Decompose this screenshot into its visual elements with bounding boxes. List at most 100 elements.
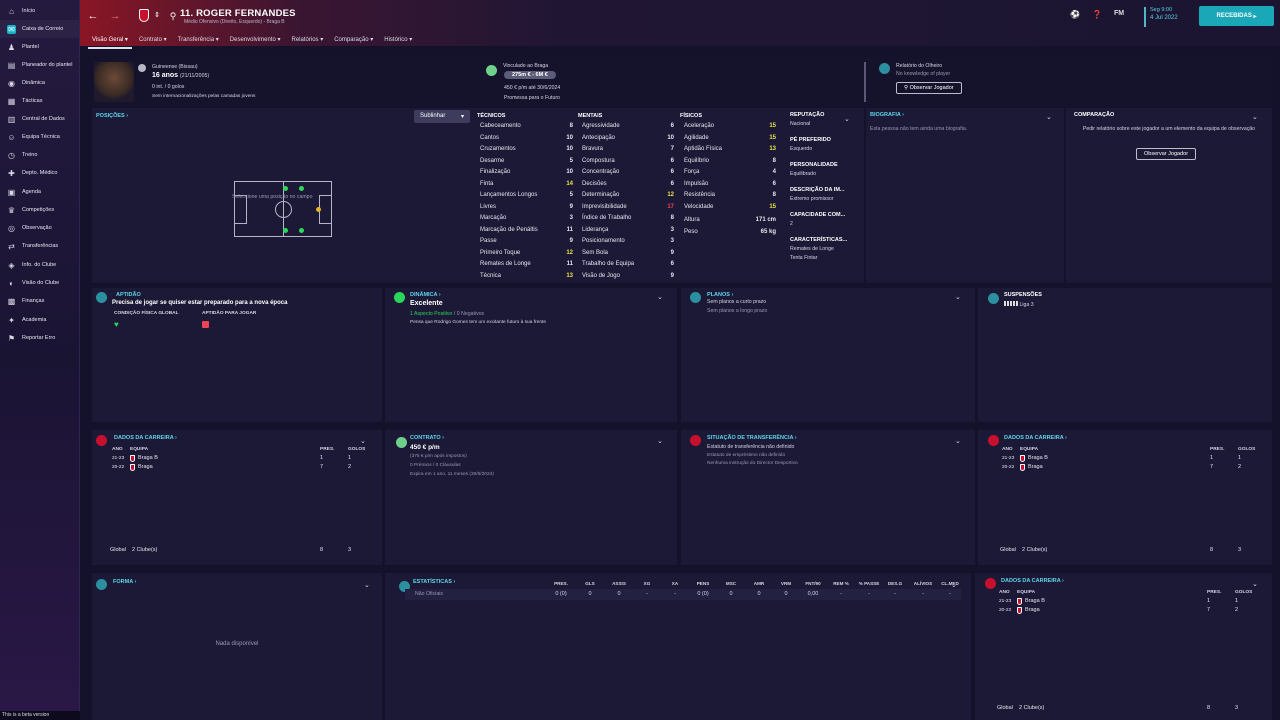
chevron-down-icon[interactable]: ⌄ bbox=[955, 294, 961, 301]
football-icon[interactable]: ⚽ bbox=[1070, 10, 1080, 19]
sidebar-item[interactable]: ♟ Plantel bbox=[0, 38, 79, 56]
career-title[interactable]: DADOS DA CARREIRA › bbox=[1004, 435, 1067, 441]
stats-col-header[interactable]: ASSIS bbox=[612, 581, 626, 586]
tab-transfer[interactable]: Transferência ▾ bbox=[177, 37, 219, 43]
attribute-row[interactable]: Cruzamentos 10 bbox=[480, 144, 573, 156]
chevron-down-icon[interactable]: ⌄ bbox=[657, 294, 663, 301]
fm-logo[interactable]: FM bbox=[1113, 10, 1125, 17]
game-date[interactable]: Seg 9:00 4 Jul 2022 bbox=[1144, 7, 1192, 27]
position-dot[interactable] bbox=[316, 207, 321, 212]
sidebar-item[interactable]: ◐ Visão do Clube bbox=[0, 274, 79, 292]
tab-history[interactable]: Histórico ▾ bbox=[384, 37, 413, 43]
attribute-row[interactable]: Velocidade 15 bbox=[684, 202, 776, 214]
sidebar-item[interactable]: ◈ Info. do Clube bbox=[0, 256, 79, 274]
attribute-row[interactable]: Aceleração 15 bbox=[684, 121, 776, 133]
stats-col-header[interactable]: VRM bbox=[780, 581, 792, 586]
attribute-row[interactable]: Finta 14 bbox=[480, 179, 573, 191]
sidebar-item[interactable]: ▤ Planeador do plantel bbox=[0, 56, 79, 74]
help-icon[interactable]: ❓ bbox=[1091, 10, 1102, 19]
forward-arrow-icon[interactable]: → bbox=[109, 10, 121, 22]
career-row[interactable]: 20-22 Braga 7 2 bbox=[1002, 463, 1264, 472]
scout-player-button[interactable]: ⚲ Observar Jogador bbox=[896, 82, 962, 94]
tab-development[interactable]: Desenvolvimento ▾ bbox=[229, 37, 281, 43]
career-row[interactable]: 20-22 Braga 7 2 bbox=[999, 606, 1261, 615]
chevron-down-icon[interactable]: ⌄ bbox=[951, 582, 957, 589]
tab-reports[interactable]: Relatórios ▾ bbox=[291, 37, 324, 43]
tab-overview[interactable]: Visão Geral ▾ bbox=[88, 33, 132, 49]
sidebar-item[interactable]: ⌂ Início bbox=[0, 2, 79, 20]
career-row[interactable]: 20-22 Braga 7 2 bbox=[112, 463, 374, 472]
plans-title[interactable]: PLANOS › bbox=[707, 292, 734, 298]
attribute-row[interactable]: Decisões 6 bbox=[582, 179, 674, 191]
sidebar-item[interactable]: ✚ Depto. Médico bbox=[0, 164, 79, 182]
stats-col-header[interactable]: XA bbox=[671, 581, 679, 586]
career-title[interactable]: DADOS DA CARREIRA › bbox=[114, 435, 177, 441]
chevron-down-icon[interactable]: ⌄ bbox=[657, 438, 663, 445]
attribute-row[interactable]: Compostura 6 bbox=[582, 156, 674, 168]
chevron-down-icon[interactable]: ⌄ bbox=[844, 116, 850, 123]
position-dot[interactable] bbox=[299, 186, 304, 191]
tab-contract[interactable]: Contrato ▾ bbox=[138, 37, 167, 43]
position-dot[interactable] bbox=[283, 186, 288, 191]
stats-col-header[interactable]: % PASSE bbox=[858, 581, 880, 586]
sidebar-item[interactable]: ▩ Finanças bbox=[0, 292, 79, 310]
sidebar-item[interactable]: ☺ Equipa Técnica bbox=[0, 128, 79, 146]
stats-col-header[interactable]: XG bbox=[643, 581, 651, 586]
stats-col-header[interactable]: GLS bbox=[585, 581, 595, 586]
transfer-title[interactable]: SITUAÇÃO DE TRANSFERÊNCIA › bbox=[707, 435, 797, 441]
attribute-row[interactable]: Cabeceamento 8 bbox=[480, 121, 573, 133]
sidebar-item[interactable]: ⇄ Transferências bbox=[0, 237, 79, 255]
attribute-row[interactable]: Antecipação 10 bbox=[582, 133, 674, 145]
sidebar-item[interactable]: ▦ Tácticas bbox=[0, 92, 79, 110]
sidebar-item[interactable]: ◷ Treino bbox=[0, 146, 79, 164]
sidebar-item[interactable]: ◉ Dinâmica bbox=[0, 74, 79, 92]
stats-col-header[interactable]: CL.MED bbox=[941, 581, 959, 586]
position-dot[interactable] bbox=[299, 228, 304, 233]
attribute-row[interactable]: Liderança 3 bbox=[582, 225, 674, 237]
attribute-row[interactable]: Sem Bola 9 bbox=[582, 248, 674, 260]
chevron-down-icon[interactable]: ⌄ bbox=[1046, 114, 1052, 121]
attribute-row[interactable]: Concentração 6 bbox=[582, 167, 674, 179]
sidebar-item[interactable]: ⚑ Reportar Erro bbox=[0, 329, 79, 347]
highlight-dropdown[interactable]: Sublinhar ▾ bbox=[414, 110, 470, 123]
career-row[interactable]: 21-23 Braga B 1 1 bbox=[999, 597, 1261, 606]
attribute-row[interactable]: Força 4 bbox=[684, 167, 776, 179]
attribute-row[interactable]: Remates de Longe 11 bbox=[480, 259, 573, 271]
attribute-row[interactable]: Índice de Trabalho 8 bbox=[582, 213, 674, 225]
attribute-row[interactable]: Marcação de Penáltis 11 bbox=[480, 225, 573, 237]
stats-col-header[interactable]: PENS bbox=[696, 581, 710, 586]
stats-title[interactable]: ESTATÍSTICAS › bbox=[413, 579, 456, 585]
tab-comparison[interactable]: Comparação ▾ bbox=[334, 37, 374, 43]
sidebar-item[interactable]: ✦ Academia bbox=[0, 311, 79, 329]
attribute-row[interactable]: Finalização 10 bbox=[480, 167, 573, 179]
attribute-row[interactable]: Lançamentos Longos 5 bbox=[480, 190, 573, 202]
stats-col-header[interactable]: MSC bbox=[725, 581, 737, 586]
stats-col-header[interactable]: FNT/90 bbox=[805, 581, 821, 586]
attribute-row[interactable]: Passe 9 bbox=[480, 236, 573, 248]
career-row[interactable]: 21-23 Braga B 1 1 bbox=[1002, 454, 1264, 463]
player-switch-icon[interactable]: ⇕ bbox=[154, 12, 160, 19]
chevron-down-icon[interactable]: ⌄ bbox=[1252, 114, 1258, 121]
sidebar-item[interactable]: ◎ Observação bbox=[0, 219, 79, 237]
attribute-row[interactable]: Determinação 12 bbox=[582, 190, 674, 202]
sidebar-item[interactable]: ▥ Central de Dados bbox=[0, 110, 79, 128]
sidebar-item[interactable]: ▣ Agenda bbox=[0, 183, 79, 201]
chevron-down-icon[interactable]: ⌄ bbox=[955, 438, 961, 445]
attribute-row[interactable]: Resistência 8 bbox=[684, 190, 776, 202]
attribute-row[interactable]: Livres 9 bbox=[480, 202, 573, 214]
attribute-row[interactable]: Equilíbrio 8 bbox=[684, 156, 776, 168]
stats-col-header[interactable]: DES.G bbox=[887, 581, 903, 586]
attribute-row[interactable]: Bravura 7 bbox=[582, 144, 674, 156]
attribute-row[interactable]: Técnica 13 bbox=[480, 271, 573, 283]
biography-title[interactable]: BIOGRAFIA › bbox=[870, 112, 905, 118]
received-button[interactable]: RECEBIDAS ▸ bbox=[1199, 6, 1274, 26]
sidebar-item[interactable]: ♛ Competições bbox=[0, 201, 79, 219]
attribute-row[interactable]: Cantos 10 bbox=[480, 133, 573, 145]
career-title[interactable]: DADOS DA CARREIRA › bbox=[1001, 578, 1064, 584]
pitch[interactable] bbox=[234, 181, 332, 237]
contract-title[interactable]: CONTRATO › bbox=[410, 435, 445, 441]
attribute-row[interactable]: Desarme 5 bbox=[480, 156, 573, 168]
attribute-row[interactable]: Aptidão Física 13 bbox=[684, 144, 776, 156]
stats-col-header[interactable]: ALÍVIOS bbox=[913, 581, 933, 586]
attribute-row[interactable]: Impulsão 6 bbox=[684, 179, 776, 191]
